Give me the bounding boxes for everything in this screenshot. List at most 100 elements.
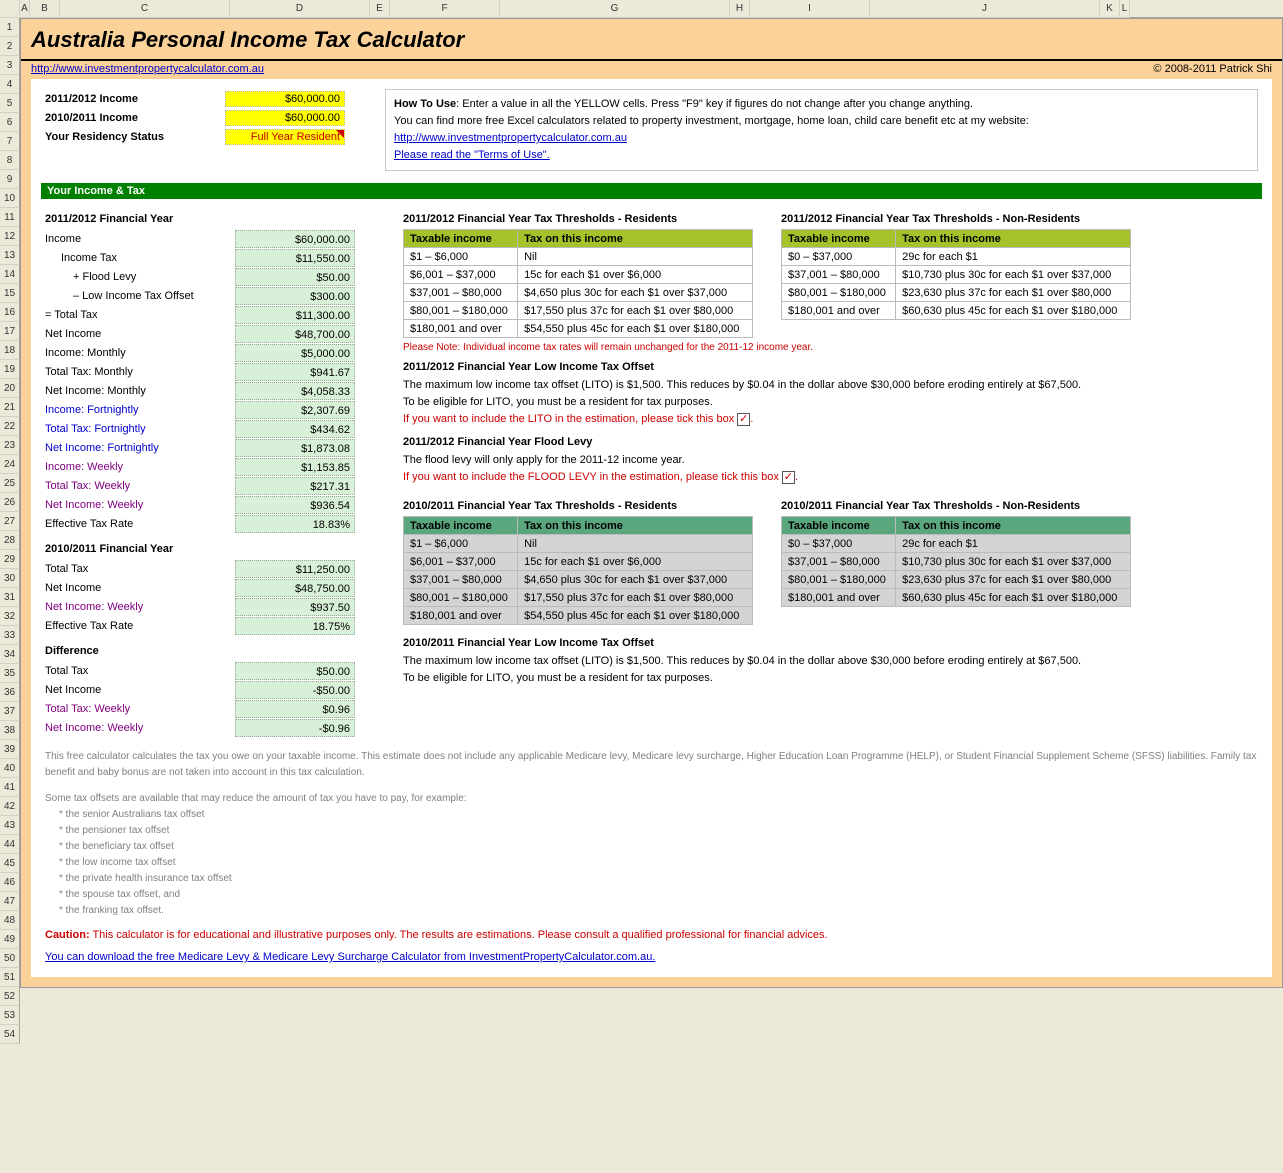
flood-checkbox[interactable]: ✓ (782, 471, 795, 484)
terms-link[interactable]: Please read the "Terms of Use". (394, 149, 550, 161)
col-header-J[interactable]: J (870, 0, 1100, 18)
row-header-16[interactable]: 16 (0, 303, 20, 322)
col-header-D[interactable]: D (230, 0, 370, 18)
row-header-5[interactable]: 5 (0, 94, 20, 113)
fy2011-label-5: Net Income (45, 328, 235, 340)
row-header-24[interactable]: 24 (0, 455, 20, 474)
col-header-G[interactable]: G (500, 0, 730, 18)
row-header-6[interactable]: 6 (0, 113, 20, 132)
table-cell: $180,001 and over (404, 320, 518, 338)
table-cell: $37,001 – $80,000 (404, 571, 518, 589)
howto-link[interactable]: http://www.investmentpropertycalculator.… (394, 132, 627, 144)
row-header-15[interactable]: 15 (0, 284, 20, 303)
row-header-44[interactable]: 44 (0, 835, 20, 854)
row-header-4[interactable]: 4 (0, 75, 20, 94)
lito-checkbox[interactable]: ✓ (737, 413, 750, 426)
site-link[interactable]: http://www.investmentpropertycalculator.… (31, 63, 264, 75)
row-header-13[interactable]: 13 (0, 246, 20, 265)
caution-row: Caution: This calculator is for educatio… (45, 929, 1258, 941)
row-header-34[interactable]: 34 (0, 645, 20, 664)
col-header-E[interactable]: E (370, 0, 390, 18)
row-header-42[interactable]: 42 (0, 797, 20, 816)
row-header-49[interactable]: 49 (0, 930, 20, 949)
row-header-1[interactable]: 1 (0, 18, 20, 37)
row-header-47[interactable]: 47 (0, 892, 20, 911)
lito2010-p1: The maximum low income tax offset (LITO)… (403, 653, 1258, 670)
fy2010-label-3: Effective Tax Rate (45, 620, 235, 632)
lito-tick-text: If you want to include the LITO in the e… (403, 413, 734, 425)
row-header-40[interactable]: 40 (0, 759, 20, 778)
meta-bar: http://www.investmentpropertycalculator.… (21, 61, 1282, 79)
row-header-22[interactable]: 22 (0, 417, 20, 436)
row-header-36[interactable]: 36 (0, 683, 20, 702)
row-header-48[interactable]: 48 (0, 911, 20, 930)
row-header-17[interactable]: 17 (0, 322, 20, 341)
row-header-18[interactable]: 18 (0, 341, 20, 360)
row-header-8[interactable]: 8 (0, 151, 20, 170)
income-2011-input[interactable]: $60,000.00 (225, 91, 345, 107)
row-header-20[interactable]: 20 (0, 379, 20, 398)
row-header-41[interactable]: 41 (0, 778, 20, 797)
col-header-I[interactable]: I (750, 0, 870, 18)
table-cell: $37,001 – $80,000 (782, 266, 896, 284)
row-header-33[interactable]: 33 (0, 626, 20, 645)
fy2010-value-2: $937.50 (235, 598, 355, 616)
footnote-bullets: * the senior Australians tax offset* the… (45, 807, 1258, 919)
row-header-53[interactable]: 53 (0, 1006, 20, 1025)
row-header-30[interactable]: 30 (0, 569, 20, 588)
diff-value-1: -$50.00 (235, 681, 355, 699)
thresh-2010-nres-h: 2010/2011 Financial Year Tax Thresholds … (781, 500, 1131, 512)
col-header-L[interactable]: L (1120, 0, 1130, 18)
col-header-F[interactable]: F (390, 0, 500, 18)
row-header-52[interactable]: 52 (0, 987, 20, 1006)
row-header-14[interactable]: 14 (0, 265, 20, 284)
row-header-46[interactable]: 46 (0, 873, 20, 892)
row-header-23[interactable]: 23 (0, 436, 20, 455)
income-2010-input[interactable]: $60,000.00 (225, 110, 345, 126)
row-header-31[interactable]: 31 (0, 588, 20, 607)
fy2011-label-6: Income: Monthly (45, 347, 235, 359)
row-header-19[interactable]: 19 (0, 360, 20, 379)
row-header-27[interactable]: 27 (0, 512, 20, 531)
row-header-39[interactable]: 39 (0, 740, 20, 759)
lito-2011-h: 2011/2012 Financial Year Low Income Tax … (403, 361, 1258, 373)
col-header-C[interactable]: C (60, 0, 230, 18)
row-header-25[interactable]: 25 (0, 474, 20, 493)
row-header-37[interactable]: 37 (0, 702, 20, 721)
row-header-43[interactable]: 43 (0, 816, 20, 835)
row-header-54[interactable]: 54 (0, 1025, 20, 1044)
row-header-32[interactable]: 32 (0, 607, 20, 626)
row-header-21[interactable]: 21 (0, 398, 20, 417)
fy2011-label-4: = Total Tax (45, 309, 235, 321)
col-header-K[interactable]: K (1100, 0, 1120, 18)
row-header-3[interactable]: 3 (0, 56, 20, 75)
table-cell: $54,550 plus 45c for each $1 over $180,0… (518, 607, 753, 625)
residency-select[interactable]: Full Year Resident (225, 129, 345, 145)
row-header-9[interactable]: 9 (0, 170, 20, 189)
table-2011-residents: Taxable incomeTax on this income$1 – $6,… (403, 229, 753, 338)
row-header-51[interactable]: 51 (0, 968, 20, 987)
row-header-45[interactable]: 45 (0, 854, 20, 873)
fy2011-value-8: $4,058.33 (235, 382, 355, 400)
row-header-7[interactable]: 7 (0, 132, 20, 151)
thresh-2011-res-h: 2011/2012 Financial Year Tax Thresholds … (403, 213, 753, 225)
right-pane: 2011/2012 Financial Year Tax Thresholds … (403, 207, 1258, 737)
row-header-2[interactable]: 2 (0, 37, 20, 56)
row-header-12[interactable]: 12 (0, 227, 20, 246)
col-header-A[interactable]: A (20, 0, 30, 18)
table-cell: $60,630 plus 45c for each $1 over $180,0… (896, 302, 1131, 320)
col-header-H[interactable]: H (730, 0, 750, 18)
row-header-29[interactable]: 29 (0, 550, 20, 569)
download-link[interactable]: You can download the free Medicare Levy … (45, 951, 655, 963)
col-header-B[interactable]: B (30, 0, 60, 18)
row-header-50[interactable]: 50 (0, 949, 20, 968)
howto-box: How To Use: Enter a value in all the YEL… (385, 89, 1258, 171)
row-header-26[interactable]: 26 (0, 493, 20, 512)
row-header-11[interactable]: 11 (0, 208, 20, 227)
fy2011-value-2: $50.00 (235, 268, 355, 286)
row-header-38[interactable]: 38 (0, 721, 20, 740)
col-header-corner[interactable] (0, 0, 20, 18)
row-header-10[interactable]: 10 (0, 189, 20, 208)
row-header-28[interactable]: 28 (0, 531, 20, 550)
row-header-35[interactable]: 35 (0, 664, 20, 683)
